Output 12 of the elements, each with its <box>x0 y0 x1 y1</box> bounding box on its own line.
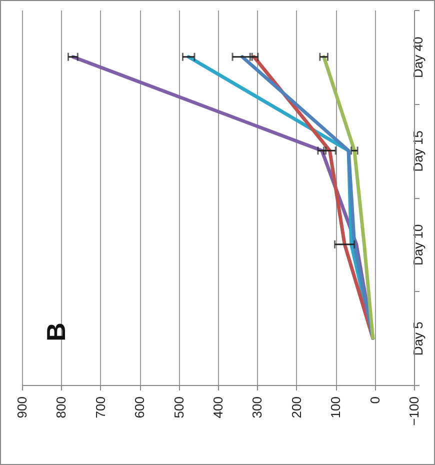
x-tick-label: 800 <box>54 396 69 418</box>
x-tick-label: 100 <box>328 396 344 418</box>
x-tick-label: 500 <box>171 396 186 418</box>
x-tick-label: 900 <box>14 396 30 418</box>
x-tick-label: −100 <box>406 396 422 426</box>
annotation: B <box>41 322 71 342</box>
x-tick-label: 600 <box>132 396 148 418</box>
x-tick-label: 300 <box>250 396 265 418</box>
x-tick-label: 400 <box>210 396 226 418</box>
x-tick-label: 200 <box>288 396 304 418</box>
x-tick-label: 0 <box>367 396 382 404</box>
x-tick-label: 700 <box>92 396 108 418</box>
